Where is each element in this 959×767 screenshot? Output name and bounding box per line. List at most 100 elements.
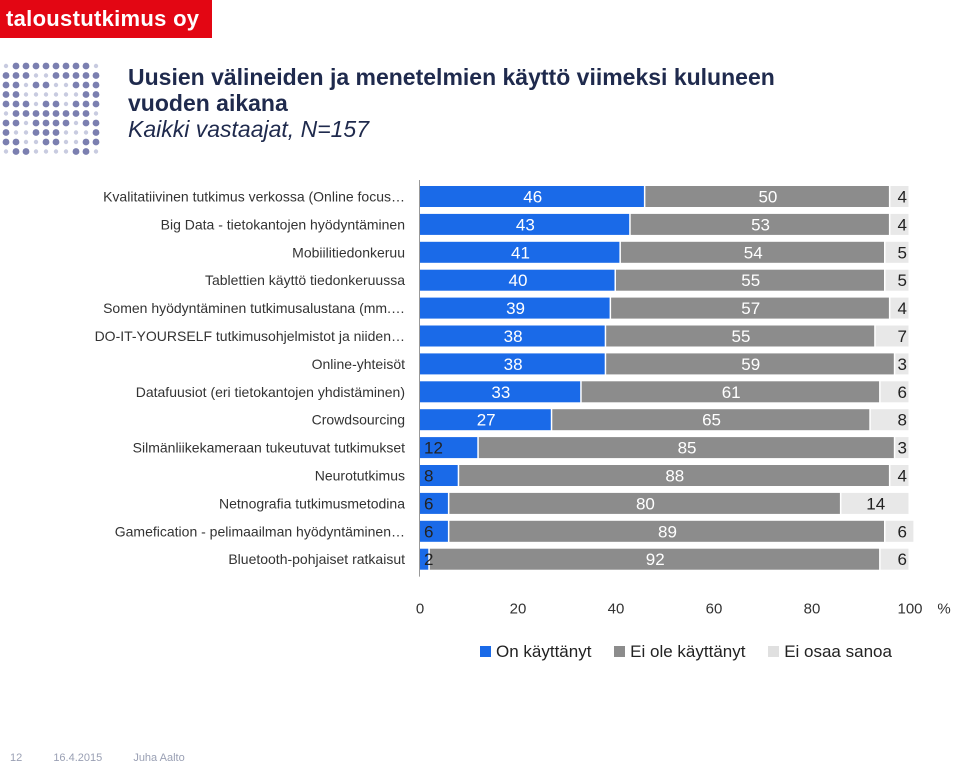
legend-item-not-used: Ei ole käyttänyt (614, 642, 745, 662)
bar-segment-dont-know (875, 325, 909, 347)
x-tick-label: 60 (706, 601, 723, 618)
category-label: DO-IT-YOURSELF tutkimusohjelmistot ja ni… (95, 328, 405, 344)
logo-dot (33, 101, 39, 107)
dot-grid-logo (2, 62, 100, 155)
bar-segment-not-used (581, 381, 880, 403)
logo-dot (82, 91, 90, 98)
page-number: 12 (10, 752, 23, 764)
bar-segment-used (420, 548, 429, 570)
bar-segment-used (420, 520, 448, 542)
logo-dot (93, 63, 99, 69)
logo-dot (82, 119, 90, 127)
logo-dot (42, 62, 50, 70)
logo-dot (93, 111, 99, 116)
bar-segment-used (420, 186, 644, 207)
bar-segment-not-used (478, 437, 894, 459)
bar-segment-not-used (459, 465, 889, 486)
logo-dot (92, 91, 100, 98)
data-label-not-used: 85 (678, 439, 697, 458)
legend-label-used: On käyttänyt (496, 642, 592, 661)
legend: On käyttänyt Ei ole käyttänyt Ei osaa sa… (480, 642, 910, 662)
data-label-not-used: 89 (658, 522, 677, 541)
logo-dot (23, 130, 29, 135)
subtitle: Kaikki vastaajat, N=157 (128, 116, 369, 142)
logo-dot (83, 130, 89, 135)
logo-dot (2, 100, 10, 108)
data-label-dont-know: 4 (898, 215, 907, 234)
data-label-used: 38 (504, 327, 523, 346)
category-label: Bluetooth-pohjaiset ratkaisut (228, 551, 405, 567)
logo-dot (23, 92, 29, 97)
bar-segment-dont-know (890, 186, 909, 207)
data-label-used: 41 (511, 243, 530, 262)
bar-segment-used (420, 492, 448, 514)
data-label-not-used: 55 (741, 271, 760, 290)
x-axis-unit: % (937, 601, 950, 618)
logo-dot (52, 110, 60, 117)
data-label-used: 46 (523, 188, 542, 207)
logo-dot (33, 149, 39, 154)
category-label: Gamefication - pelimaailman hyödyntämine… (115, 523, 405, 539)
data-label-used: 33 (491, 383, 510, 402)
logo-dot (33, 92, 39, 97)
logo-dot (42, 138, 50, 146)
logo-dot (82, 62, 90, 70)
logo-dot (52, 62, 60, 70)
logo-dot (63, 92, 69, 97)
bar-segment-not-used (429, 548, 880, 570)
legend-label-dont-know: Ei osaa sanoa (784, 642, 892, 661)
logo-dot (43, 92, 49, 97)
logo-dot (23, 82, 29, 88)
bar-segment-dont-know (890, 297, 909, 319)
logo-dot (22, 72, 30, 79)
footer-date: 16.4.2015 (53, 752, 103, 764)
data-label-not-used: 50 (758, 188, 777, 207)
data-label-used: 39 (506, 299, 525, 318)
logo-dot (82, 138, 90, 146)
data-label-dont-know: 4 (898, 299, 907, 318)
logo-dot (22, 62, 30, 70)
logo-dot (12, 81, 20, 89)
logo-dot (22, 100, 30, 108)
x-tick-label: 100 (897, 601, 922, 618)
logo-dot (92, 138, 100, 146)
logo-dot (62, 72, 70, 79)
logo-dot (92, 72, 100, 79)
data-label-dont-know: 14 (866, 494, 885, 513)
bar-segment-dont-know (895, 353, 909, 375)
data-label-dont-know: 3 (898, 355, 907, 374)
category-label: Crowdsourcing (312, 412, 405, 428)
logo-dot (63, 149, 69, 154)
logo-dot (12, 72, 20, 79)
data-label-not-used: 80 (636, 494, 655, 513)
category-label: Silmänliikekameraan tukeutuvat tutkimuks… (133, 440, 405, 456)
logo-dot (2, 81, 10, 89)
title-line-1: Uusien välineiden ja menetelmien käyttö … (128, 64, 775, 90)
bar-segment-dont-know (870, 409, 909, 431)
bar-segment-dont-know (895, 437, 909, 459)
data-label-used: 6 (424, 494, 433, 513)
logo-dot (52, 129, 60, 136)
data-label-not-used: 61 (722, 383, 741, 402)
data-label-used: 2 (424, 550, 433, 569)
logo-dot (12, 138, 20, 146)
bar-segment-not-used (552, 409, 870, 431)
logo-dot (63, 130, 69, 135)
bar-segment-not-used (606, 325, 875, 347)
x-tick-label: 40 (608, 601, 625, 618)
logo-dot (32, 81, 40, 89)
logo-dot (12, 62, 20, 70)
data-label-not-used: 53 (751, 215, 770, 234)
bar-segment-not-used (630, 213, 889, 235)
bar-segment-dont-know (880, 548, 909, 570)
logo-dot (92, 100, 100, 108)
data-label-used: 38 (504, 355, 523, 374)
logo-dot (32, 110, 40, 117)
bar-segment-dont-know (885, 520, 914, 542)
legend-swatch-used (480, 646, 491, 657)
bar-segment-used (420, 213, 630, 235)
data-label-dont-know: 6 (898, 383, 907, 402)
bar-segment-not-used (449, 520, 884, 542)
logo-dot (72, 100, 80, 108)
logo-dot (12, 91, 20, 98)
